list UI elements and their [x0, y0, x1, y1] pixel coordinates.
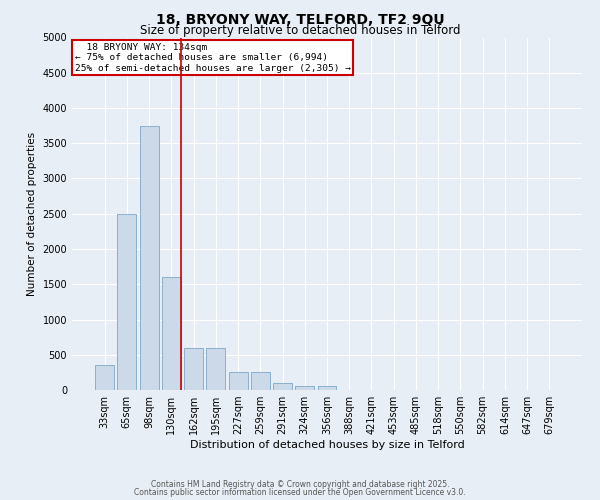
- Y-axis label: Number of detached properties: Number of detached properties: [27, 132, 37, 296]
- Bar: [95, 366, 114, 390]
- Bar: [140, 126, 158, 390]
- Bar: [251, 372, 270, 390]
- X-axis label: Distribution of detached houses by size in Telford: Distribution of detached houses by size …: [190, 440, 464, 450]
- Text: 18, BRYONY WAY, TELFORD, TF2 9QU: 18, BRYONY WAY, TELFORD, TF2 9QU: [155, 12, 445, 26]
- Bar: [162, 277, 181, 390]
- Bar: [184, 348, 203, 390]
- Bar: [317, 386, 337, 390]
- Text: Contains public sector information licensed under the Open Government Licence v3: Contains public sector information licen…: [134, 488, 466, 497]
- Bar: [206, 348, 225, 390]
- Text: Contains HM Land Registry data © Crown copyright and database right 2025.: Contains HM Land Registry data © Crown c…: [151, 480, 449, 489]
- Text: 18 BRYONY WAY: 134sqm
← 75% of detached houses are smaller (6,994)
25% of semi-d: 18 BRYONY WAY: 134sqm ← 75% of detached …: [74, 43, 350, 72]
- Bar: [273, 383, 292, 390]
- Bar: [295, 386, 314, 390]
- Bar: [229, 372, 248, 390]
- Text: Size of property relative to detached houses in Telford: Size of property relative to detached ho…: [140, 24, 460, 37]
- Bar: [118, 214, 136, 390]
